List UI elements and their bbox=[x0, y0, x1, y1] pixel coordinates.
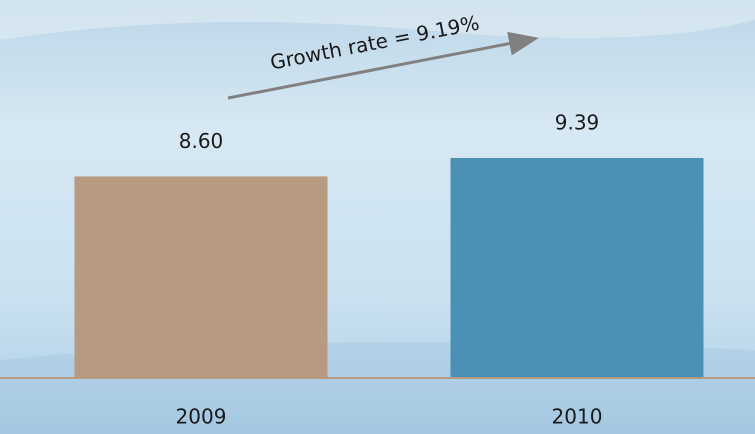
value-label: 9.39 bbox=[555, 111, 600, 135]
bar bbox=[74, 176, 328, 377]
x-tick-label: 2009 bbox=[176, 405, 227, 429]
background-decoration bbox=[0, 0, 755, 40]
value-label: 8.60 bbox=[179, 129, 224, 153]
bar bbox=[450, 158, 704, 377]
growth-arrow bbox=[227, 31, 539, 100]
x-tick-label: 2010 bbox=[552, 405, 603, 429]
